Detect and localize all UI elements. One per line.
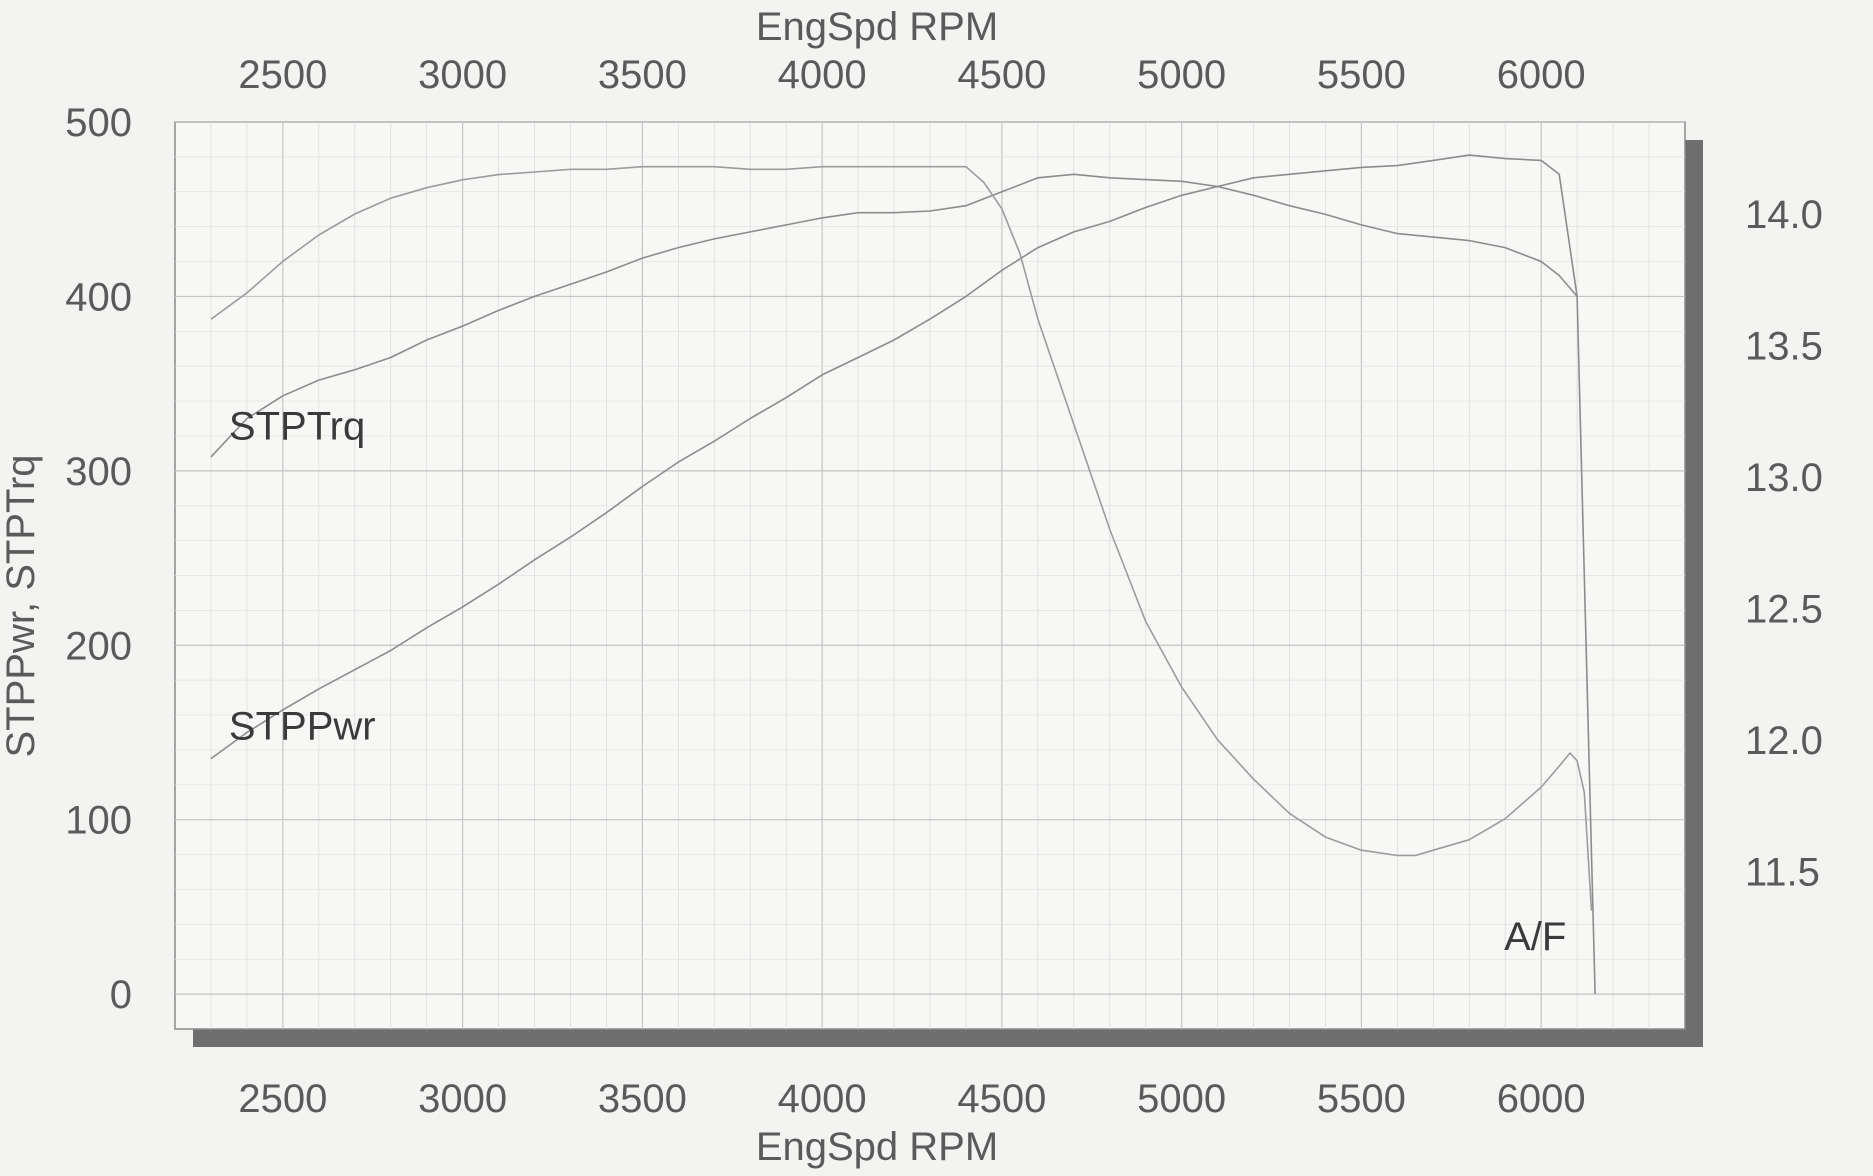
x-tick-label-top: 4500 xyxy=(957,53,1046,97)
series-label-stptrq: STPTrq xyxy=(229,404,365,448)
x-tick-label-bottom: 4000 xyxy=(778,1077,867,1121)
x-tick-label-bottom: 6000 xyxy=(1497,1077,1586,1121)
x-tick-label-top: 2500 xyxy=(238,53,327,97)
y-right-tick-label: 11.5 xyxy=(1745,850,1820,894)
x-tick-label-top: 4000 xyxy=(778,53,867,97)
series-label-stppwr: STPPwr xyxy=(229,704,376,748)
x-tick-label-bottom: 5000 xyxy=(1137,1077,1226,1121)
series-line-stppwr xyxy=(210,154,1596,995)
tick-labels: 2500250030003000350035004000400045004500… xyxy=(65,53,1823,1121)
y-left-tick-label: 200 xyxy=(65,624,132,668)
y-left-tick-label: 0 xyxy=(110,973,132,1017)
y-right-tick-label: 12.5 xyxy=(1745,587,1823,631)
x-tick-label-bottom: 3000 xyxy=(418,1077,507,1121)
y-left-tick-label: 500 xyxy=(65,101,132,145)
y-left-tick-label: 300 xyxy=(65,450,132,494)
x-tick-label-top: 3500 xyxy=(598,53,687,97)
y-axis-title-left: STPPwr, STPTrq xyxy=(0,454,43,757)
x-tick-label-top: 5500 xyxy=(1317,53,1406,97)
series-line-stptrq xyxy=(210,173,1578,458)
x-tick-label-top: 3000 xyxy=(418,53,507,97)
y-right-tick-label: 14.0 xyxy=(1745,193,1823,237)
x-tick-label-bottom: 5500 xyxy=(1317,1077,1406,1121)
series-label-a-f: A/F xyxy=(1504,915,1566,959)
x-axis-title-bottom: EngSpd RPM xyxy=(756,1125,998,1169)
series-labels: STPTrq STPPwr A/F xyxy=(229,404,1566,959)
grid-lines xyxy=(175,121,1685,1029)
y-right-tick-label: 12.0 xyxy=(1745,719,1823,763)
series-lines xyxy=(210,154,1596,995)
y-right-tick-label: 13.0 xyxy=(1745,456,1823,500)
y-left-tick-label: 100 xyxy=(65,799,132,843)
series-line-a-f xyxy=(210,165,1593,911)
x-tick-label-bottom: 4500 xyxy=(957,1077,1046,1121)
x-tick-label-bottom: 2500 xyxy=(238,1077,327,1121)
x-tick-label-top: 5000 xyxy=(1137,53,1226,97)
x-tick-label-top: 6000 xyxy=(1497,53,1586,97)
x-tick-label-bottom: 3500 xyxy=(598,1077,687,1121)
y-right-tick-label: 13.5 xyxy=(1745,324,1823,368)
y-left-tick-label: 400 xyxy=(65,275,132,319)
x-axis-title-top: EngSpd RPM xyxy=(756,5,998,49)
